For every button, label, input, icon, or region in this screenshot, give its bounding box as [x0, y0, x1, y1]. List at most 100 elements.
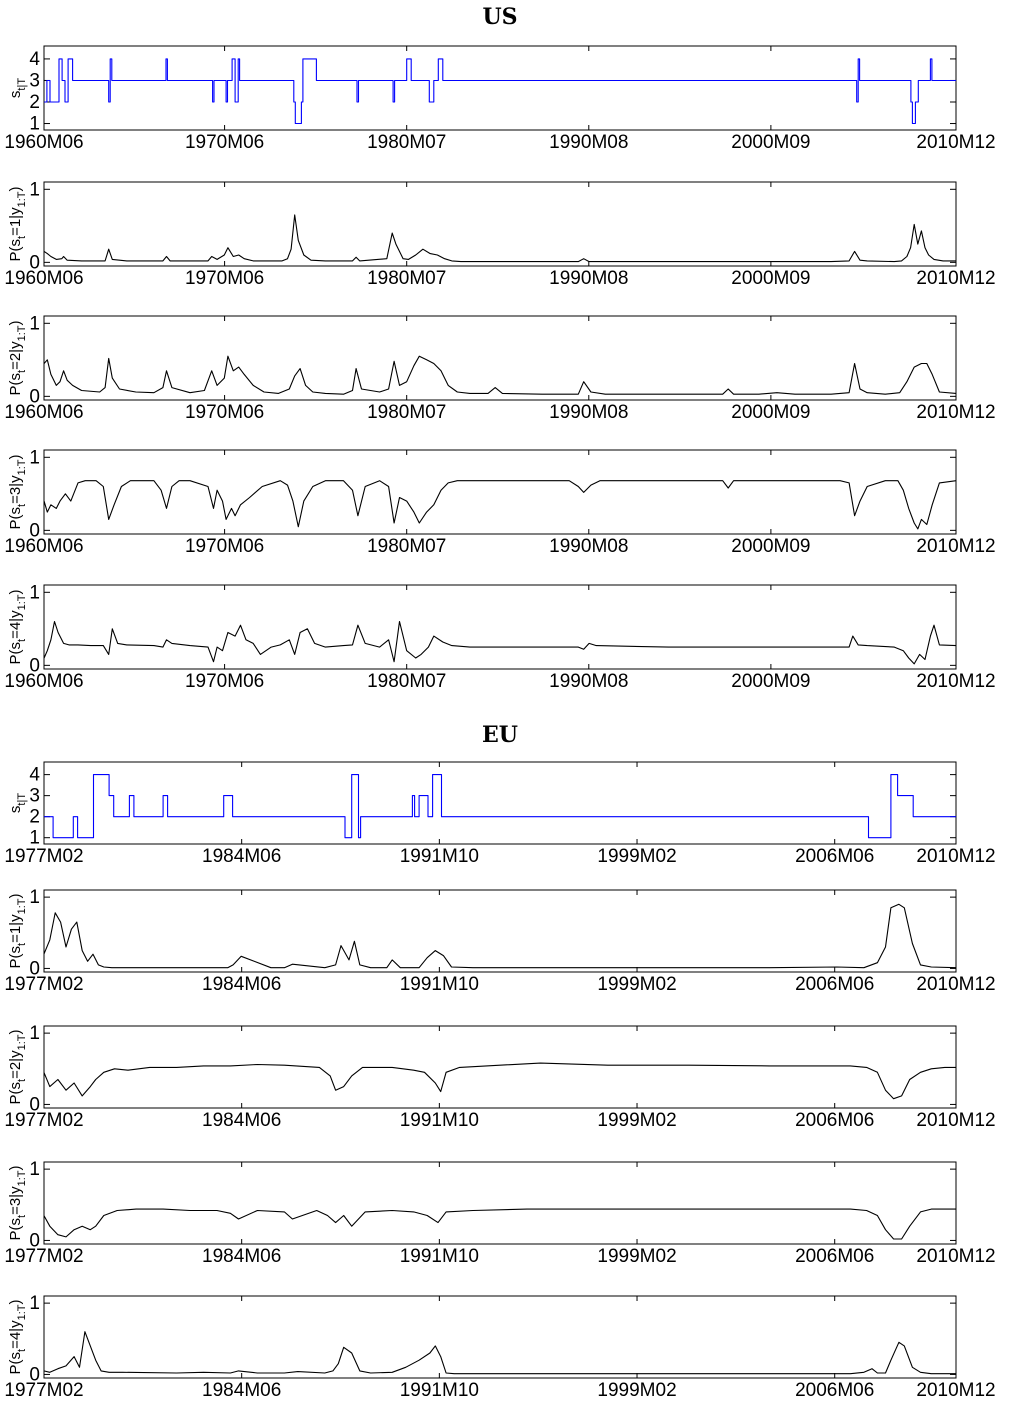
y-tick-label: 1	[29, 1023, 40, 1044]
x-tick-label: 1977M02	[4, 1246, 83, 1267]
y-tick-label: 0	[29, 655, 40, 676]
x-tick-label: 2000M09	[731, 671, 810, 692]
x-tick-label: 1991M10	[400, 1110, 479, 1131]
y-tick-label: 1	[29, 1293, 40, 1314]
series-line	[43, 480, 957, 530]
x-tick-label: 1970M06	[185, 268, 264, 289]
x-tick-label: 2010M12	[916, 268, 995, 289]
x-tick-label: 1999M02	[597, 1110, 676, 1131]
x-tick-label: 1999M02	[597, 1246, 676, 1267]
y-axis-label: P(st​=3|y1:T​)	[7, 455, 28, 530]
x-tick-label: 1984M06	[202, 846, 281, 867]
series-line	[43, 355, 957, 395]
x-tick-label: 2006M06	[795, 1110, 874, 1131]
x-tick-label: 1977M02	[4, 846, 83, 867]
x-tick-label: 1960M06	[4, 402, 83, 423]
x-tick-label: 1999M02	[597, 846, 676, 867]
series-line	[43, 620, 957, 665]
x-tick-label: 1960M06	[4, 536, 83, 557]
x-tick-label: 1991M10	[400, 1246, 479, 1267]
panel-4: 1960M06 1970M06 1980M07 1990M08 2000M09 2010M…	[4, 447, 995, 557]
x-tick-label: 1980M07	[367, 536, 446, 557]
x-tick-label: 2006M06	[795, 1380, 874, 1401]
y-tick-label: 1	[29, 447, 40, 468]
y-tick-label: 0	[29, 386, 40, 407]
x-tick-label: 1980M07	[367, 671, 446, 692]
y-tick-label: 0	[29, 252, 40, 273]
x-tick-label: 1984M06	[202, 1110, 281, 1131]
series-line	[44, 58, 957, 125]
plot-frame	[43, 584, 957, 670]
plot-frame	[43, 315, 957, 401]
plot-frame	[43, 1295, 957, 1379]
x-tick-label: 1991M10	[400, 974, 479, 995]
x-tick-label: 1977M02	[4, 974, 83, 995]
panel-5: 1977M02 1984M06 1991M10 1999M02 2006M06 2010M…	[4, 1293, 995, 1401]
x-tick-label: 2006M06	[795, 1246, 874, 1267]
x-tick-label: 2000M09	[731, 268, 810, 289]
y-tick-label: 1	[29, 179, 40, 200]
plot-frame	[43, 45, 957, 131]
panel-3: 1977M02 1984M06 1991M10 1999M02 2006M06 2010M…	[4, 1023, 995, 1131]
y-axis-label: P(st​=4|y1:T​)	[7, 1300, 28, 1375]
x-tick-label: 2010M12	[916, 846, 995, 867]
plot-frame	[43, 889, 957, 973]
x-tick-label: 1980M07	[367, 132, 446, 153]
y-axis-label: P(st​=4|y1:T​)	[7, 590, 28, 665]
panel-2: 1977M02 1984M06 1991M10 1999M02 2006M06 2010M…	[4, 887, 995, 995]
x-tick-label: 2000M09	[731, 536, 810, 557]
y-tick-label: 1	[29, 114, 40, 135]
panel-1: 1960M06 1970M06 1980M07 1990M08 2000M09 2010M…	[4, 45, 996, 153]
panel-4: 1977M02 1984M06 1991M10 1999M02 2006M06 2010M…	[4, 1159, 995, 1267]
x-tick-label: 2010M12	[916, 1380, 995, 1401]
plot-frame	[43, 761, 957, 845]
y-tick-label: 1	[29, 828, 40, 849]
x-tick-label: 1960M06	[4, 132, 83, 153]
x-tick-label: 1960M06	[4, 671, 83, 692]
y-tick-label: 4	[29, 49, 40, 70]
x-tick-label: 1990M08	[549, 268, 628, 289]
x-tick-label: 2010M12	[916, 402, 995, 423]
x-tick-label: 1991M10	[400, 846, 479, 867]
series-line	[43, 774, 957, 839]
x-tick-label: 2006M06	[795, 974, 874, 995]
y-tick-label: 2	[29, 807, 40, 828]
y-axis-label: P(st​=1|y1:T​)	[7, 894, 28, 969]
x-tick-label: 1970M06	[185, 132, 264, 153]
panel-3: 1960M06 1970M06 1980M07 1990M08 2000M09 2010M…	[4, 313, 995, 423]
y-tick-label: 0	[29, 520, 40, 541]
x-tick-label: 2000M09	[731, 132, 810, 153]
y-axis-label: P(st​=1|y1:T​)	[7, 187, 28, 262]
y-tick-label: 0	[29, 1364, 40, 1385]
y-tick-label: 1	[29, 1159, 40, 1180]
x-tick-label: 2010M12	[916, 1246, 995, 1267]
y-tick-label: 0	[29, 1094, 40, 1115]
plot-frame	[43, 1161, 957, 1245]
x-tick-label: 1990M08	[549, 402, 628, 423]
x-tick-label: 2010M12	[916, 132, 995, 153]
panel-5: 1960M06 1970M06 1980M07 1990M08 2000M09 2010M…	[4, 582, 995, 692]
y-tick-label: 2	[29, 92, 40, 113]
x-tick-label: 1977M02	[4, 1380, 83, 1401]
x-tick-label: 1970M06	[185, 536, 264, 557]
series-line	[43, 1208, 957, 1240]
x-tick-label: 1960M06	[4, 268, 83, 289]
chart-title: EU	[482, 722, 518, 748]
x-tick-label: 1970M06	[185, 402, 264, 423]
series-line	[43, 214, 957, 263]
x-tick-label: 1984M06	[202, 974, 281, 995]
x-tick-label: 2000M09	[731, 402, 810, 423]
y-tick-label: 1	[29, 313, 40, 334]
y-tick-label: 3	[29, 786, 40, 807]
chart-title: US	[482, 4, 517, 30]
y-axis-label: st|T​	[7, 78, 28, 98]
panel-2: 1960M06 1970M06 1980M07 1990M08 2000M09 2010M…	[4, 179, 995, 289]
plot-frame	[43, 449, 957, 535]
panel-1: 1977M02 1984M06 1991M10 1999M02 2006M06 2010M…	[4, 761, 996, 867]
x-tick-label: 1999M02	[597, 974, 676, 995]
plot-frame	[43, 181, 957, 267]
x-tick-label: 1984M06	[202, 1380, 281, 1401]
